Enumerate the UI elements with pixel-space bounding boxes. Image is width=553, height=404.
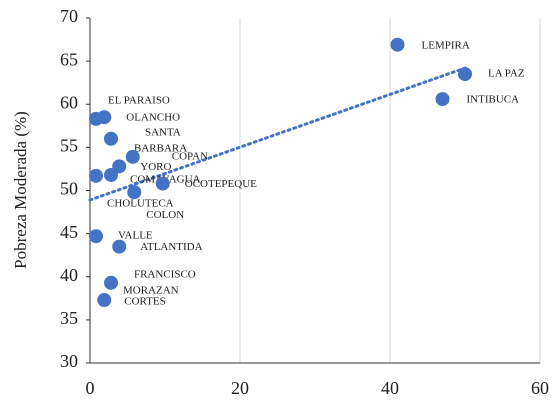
point: [458, 67, 472, 82]
point-label: ATLANTIDA: [140, 241, 202, 253]
point: [155, 176, 170, 191]
x-tick-label: 40: [381, 378, 399, 398]
y-tick-label: 65: [60, 49, 78, 69]
point-label: SANTA: [145, 126, 181, 138]
point-label: OCOTEPEQUE: [185, 178, 257, 190]
y-tick-label: 30: [60, 351, 78, 371]
point-label: LA PAZ: [488, 68, 525, 80]
x-tick-label: 60: [531, 378, 549, 398]
point-label: OLANCHO: [126, 112, 180, 124]
point: [435, 92, 450, 107]
y-tick-label: 35: [60, 308, 78, 328]
point-label: INTIBUCA: [467, 94, 520, 106]
y-tick-label: 55: [60, 136, 78, 156]
point: [97, 110, 112, 125]
point: [89, 229, 103, 244]
point-label: LEMPIRA: [422, 39, 470, 51]
x-tick-label: 20: [231, 378, 249, 398]
y-tick-label: 45: [60, 222, 78, 242]
point: [89, 168, 103, 183]
y-tick-label: 50: [60, 179, 78, 199]
y-tick-label: 70: [60, 6, 78, 26]
point: [127, 185, 142, 200]
point-label: BARBARA: [134, 142, 187, 154]
point-label: FRANCISCO: [134, 268, 196, 280]
point: [390, 37, 405, 52]
point: [104, 275, 118, 290]
point-label: CHOLUTECA: [107, 197, 174, 209]
y-tick-label: 60: [60, 92, 78, 112]
point-label: MORAZAN: [123, 284, 179, 296]
y-axis-label: Pobreza Moderada (%): [11, 111, 30, 269]
point-label: CORTES: [124, 296, 166, 308]
point-label: COLON: [146, 209, 184, 221]
point: [97, 293, 112, 308]
trendline: [88, 66, 467, 202]
point-label: EL PARAISO: [108, 94, 170, 106]
point-label: VALLE: [118, 230, 153, 242]
point: [125, 149, 140, 164]
point: [104, 167, 118, 182]
x-tick-label: 0: [86, 378, 95, 398]
y-tick-label: 40: [60, 265, 78, 285]
point: [112, 239, 127, 254]
point-label: YORO: [140, 161, 171, 173]
point: [104, 131, 118, 146]
point-label: COPAN: [172, 150, 208, 162]
